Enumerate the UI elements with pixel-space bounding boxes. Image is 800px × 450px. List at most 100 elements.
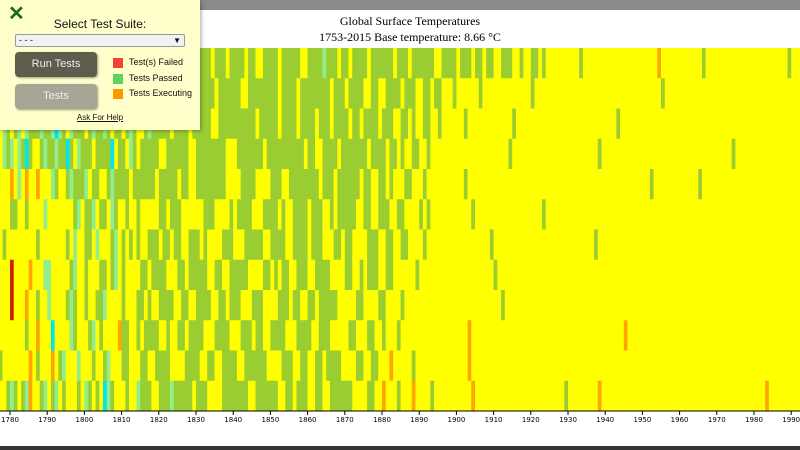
heatmap-cell[interactable] — [415, 229, 420, 261]
heatmap-cell[interactable] — [634, 259, 639, 291]
heatmap-cell[interactable] — [184, 350, 189, 382]
heatmap-cell[interactable] — [586, 290, 591, 321]
heatmap-cell[interactable] — [136, 169, 141, 200]
heatmap-cell[interactable] — [300, 350, 305, 382]
heatmap-cell[interactable] — [597, 199, 602, 230]
heatmap-cell[interactable] — [344, 290, 349, 321]
heatmap-cell[interactable] — [657, 169, 662, 200]
heatmap-cell[interactable] — [687, 229, 692, 261]
heatmap-cell[interactable] — [147, 229, 152, 261]
heatmap-cell[interactable] — [489, 108, 494, 140]
heatmap-cell[interactable] — [441, 229, 446, 261]
heatmap-cell[interactable] — [132, 199, 137, 230]
heatmap-cell[interactable] — [166, 229, 171, 261]
heatmap-cell[interactable] — [88, 259, 93, 291]
heatmap-cell[interactable] — [742, 320, 747, 351]
heatmap-cell[interactable] — [739, 78, 744, 109]
heatmap-cell[interactable] — [292, 169, 297, 200]
heatmap-cell[interactable] — [389, 78, 394, 109]
heatmap-cell[interactable] — [281, 259, 286, 291]
heatmap-cell[interactable] — [742, 290, 747, 321]
heatmap-cell[interactable] — [73, 290, 78, 321]
heatmap-cell[interactable] — [151, 138, 156, 170]
heatmap-cell[interactable] — [698, 169, 703, 200]
heatmap-cell[interactable] — [579, 108, 584, 140]
heatmap-cell[interactable] — [300, 48, 305, 79]
heatmap-cell[interactable] — [259, 48, 264, 79]
heatmap-cell[interactable] — [672, 138, 677, 170]
heatmap-cell[interactable] — [620, 108, 625, 140]
heatmap-cell[interactable] — [482, 138, 487, 170]
heatmap-cell[interactable] — [151, 169, 156, 200]
heatmap-cell[interactable] — [720, 350, 725, 382]
heatmap-cell[interactable] — [415, 380, 420, 412]
heatmap-cell[interactable] — [709, 199, 714, 230]
heatmap-cell[interactable] — [162, 290, 167, 321]
heatmap-cell[interactable] — [158, 199, 163, 230]
heatmap-cell[interactable] — [292, 199, 297, 230]
heatmap-cell[interactable] — [445, 350, 450, 382]
heatmap-cell[interactable] — [571, 290, 576, 321]
heatmap-cell[interactable] — [441, 199, 446, 230]
heatmap-cell[interactable] — [545, 380, 550, 412]
heatmap-cell[interactable] — [129, 169, 134, 200]
heatmap-cell[interactable] — [173, 350, 178, 382]
heatmap-cell[interactable] — [568, 108, 573, 140]
heatmap-cell[interactable] — [121, 199, 126, 230]
heatmap-cell[interactable] — [538, 380, 543, 412]
heatmap-cell[interactable] — [541, 138, 546, 170]
heatmap-cell[interactable] — [378, 78, 383, 109]
heatmap-cell[interactable] — [307, 350, 312, 382]
heatmap-cell[interactable] — [545, 108, 550, 140]
heatmap-cell[interactable] — [385, 199, 390, 230]
heatmap-cell[interactable] — [475, 320, 480, 351]
heatmap-cell[interactable] — [374, 48, 379, 79]
heatmap-cell[interactable] — [590, 380, 595, 412]
heatmap-cell[interactable] — [768, 380, 773, 412]
heatmap-cell[interactable] — [140, 169, 145, 200]
heatmap-cell[interactable] — [422, 320, 427, 351]
heatmap-cell[interactable] — [39, 380, 44, 412]
heatmap-cell[interactable] — [590, 290, 595, 321]
heatmap-cell[interactable] — [251, 380, 256, 412]
heatmap-cell[interactable] — [731, 320, 736, 351]
heatmap-cell[interactable] — [326, 229, 331, 261]
heatmap-cell[interactable] — [58, 290, 63, 321]
heatmap-cell[interactable] — [441, 350, 446, 382]
heatmap-cell[interactable] — [452, 290, 457, 321]
heatmap-cell[interactable] — [315, 229, 320, 261]
heatmap-cell[interactable] — [556, 290, 561, 321]
heatmap-cell[interactable] — [478, 169, 483, 200]
close-icon[interactable]: ✕ — [8, 3, 25, 25]
heatmap-cell[interactable] — [631, 48, 636, 79]
heatmap-cell[interactable] — [434, 380, 439, 412]
heatmap-cell[interactable] — [523, 290, 528, 321]
heatmap-cell[interactable] — [129, 350, 134, 382]
heatmap-cell[interactable] — [698, 78, 703, 109]
heatmap-cell[interactable] — [515, 320, 520, 351]
heatmap-cell[interactable] — [679, 169, 684, 200]
heatmap-cell[interactable] — [411, 350, 416, 382]
heatmap-cell[interactable] — [188, 138, 193, 170]
heatmap-cell[interactable] — [47, 138, 52, 170]
heatmap-cell[interactable] — [631, 169, 636, 200]
heatmap-cell[interactable] — [177, 350, 182, 382]
heatmap-cell[interactable] — [649, 108, 654, 140]
heatmap-cell[interactable] — [735, 229, 740, 261]
heatmap-cell[interactable] — [780, 48, 785, 79]
heatmap-cell[interactable] — [504, 229, 509, 261]
heatmap-cell[interactable] — [129, 199, 134, 230]
heatmap-cell[interactable] — [408, 229, 413, 261]
heatmap-cell[interactable] — [155, 199, 160, 230]
ask-for-help-link[interactable]: Ask For Help — [76, 113, 124, 122]
heatmap-cell[interactable] — [441, 380, 446, 412]
heatmap-cell[interactable] — [266, 320, 271, 351]
heatmap-cell[interactable] — [661, 138, 666, 170]
heatmap-cell[interactable] — [91, 259, 96, 291]
heatmap-cell[interactable] — [285, 108, 290, 140]
heatmap-cell[interactable] — [519, 290, 524, 321]
heatmap-cell[interactable] — [594, 229, 599, 261]
heatmap-cell[interactable] — [527, 229, 532, 261]
heatmap-cell[interactable] — [169, 320, 174, 351]
heatmap-cell[interactable] — [69, 320, 74, 351]
